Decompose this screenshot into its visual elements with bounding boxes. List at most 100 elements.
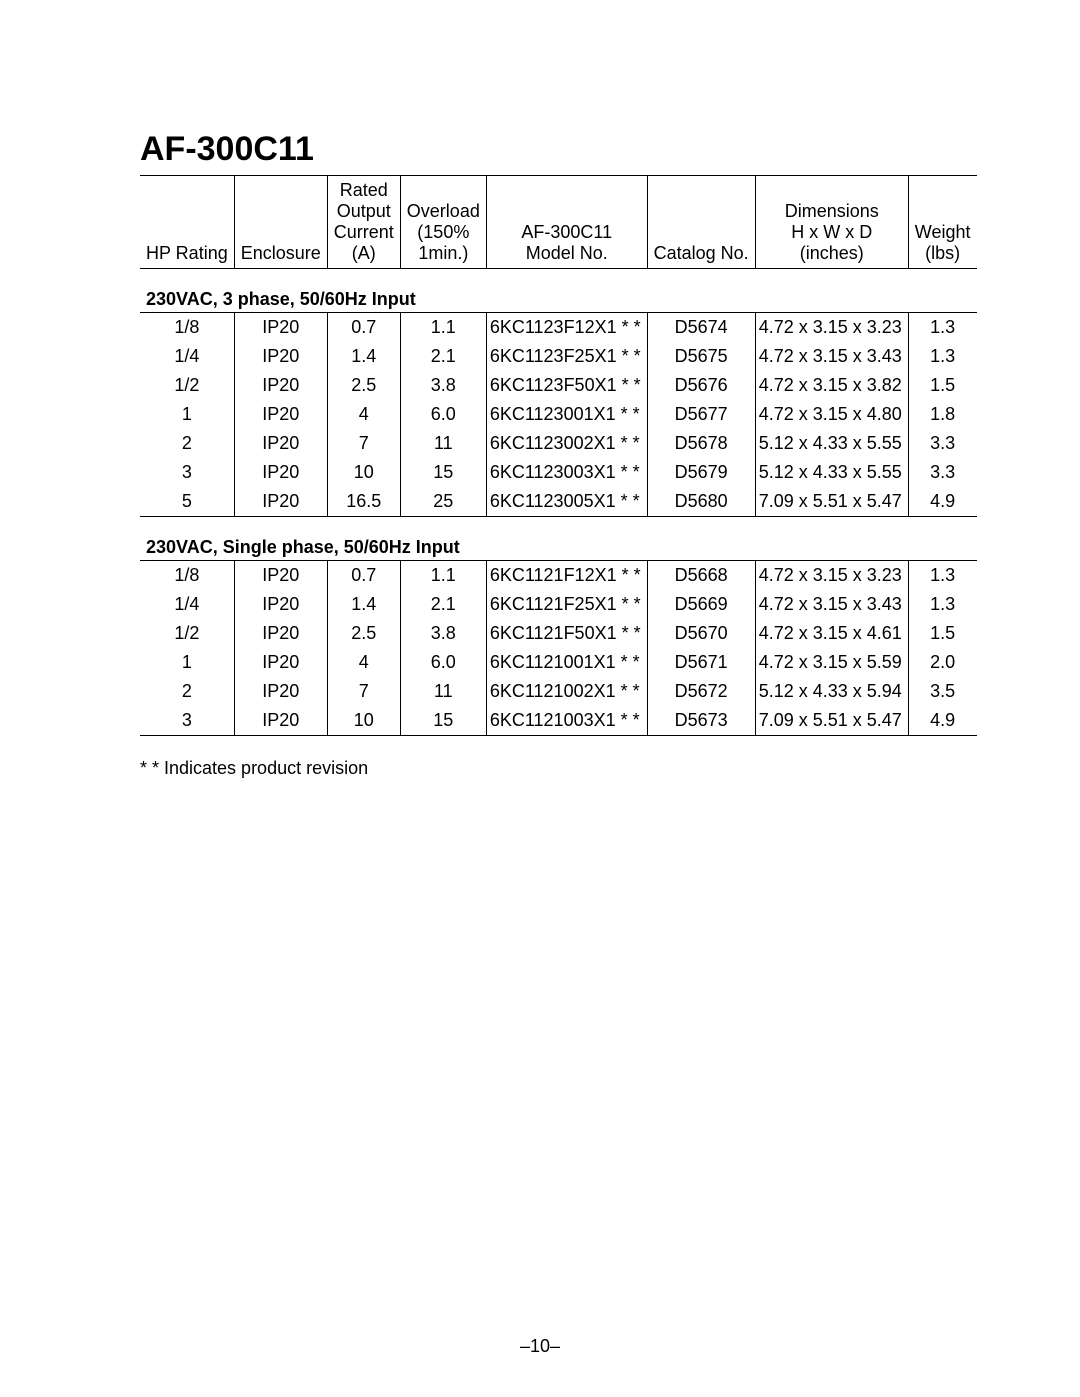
table-row: 2IP207116KC1121002X1 * *D56725.12 x 4.33… bbox=[140, 677, 977, 706]
table-cell: D5670 bbox=[647, 619, 755, 648]
table-cell: 1 bbox=[140, 648, 234, 677]
table-cell: 5 bbox=[140, 487, 234, 517]
table-cell: 2.1 bbox=[400, 342, 486, 371]
table-header-cell: Enclosure bbox=[234, 176, 327, 269]
table-cell: 4.9 bbox=[908, 706, 976, 736]
table-cell: 6.0 bbox=[400, 400, 486, 429]
table-row: 1/8IP200.71.16KC1123F12X1 * *D56744.72 x… bbox=[140, 313, 977, 343]
table-cell: 4.72 x 3.15 x 3.23 bbox=[755, 313, 908, 343]
table-cell: 1.3 bbox=[908, 342, 976, 371]
table-cell: 3.3 bbox=[908, 429, 976, 458]
table-cell: 1/8 bbox=[140, 561, 234, 591]
table-cell: 4.72 x 3.15 x 3.43 bbox=[755, 342, 908, 371]
table-cell: 0.7 bbox=[327, 561, 400, 591]
table-row: 5IP2016.5256KC1123005X1 * *D56807.09 x 5… bbox=[140, 487, 977, 517]
table-cell: 7 bbox=[327, 677, 400, 706]
table-cell: 1.4 bbox=[327, 342, 400, 371]
table-cell: IP20 bbox=[234, 429, 327, 458]
table-header-cell: DimensionsH x W x D(inches) bbox=[755, 176, 908, 269]
table-cell: 2 bbox=[140, 677, 234, 706]
table-cell: IP20 bbox=[234, 371, 327, 400]
table-header-cell: HP Rating bbox=[140, 176, 234, 269]
table-row: 1/2IP202.53.86KC1123F50X1 * *D56764.72 x… bbox=[140, 371, 977, 400]
table-header-cell: AF-300C11Model No. bbox=[486, 176, 647, 269]
table-header-row: HP RatingEnclosureRatedOutputCurrent(A)O… bbox=[140, 176, 977, 269]
table-cell: 1/2 bbox=[140, 371, 234, 400]
page-title: AF-300C11 bbox=[140, 130, 960, 169]
table-cell: D5679 bbox=[647, 458, 755, 487]
table-row: 1/8IP200.71.16KC1121F12X1 * *D56684.72 x… bbox=[140, 561, 977, 591]
table-cell: D5680 bbox=[647, 487, 755, 517]
table-cell: 2.0 bbox=[908, 648, 976, 677]
table-cell: 3 bbox=[140, 458, 234, 487]
table-cell: 4.72 x 3.15 x 4.61 bbox=[755, 619, 908, 648]
table-row: 1/2IP202.53.86KC1121F50X1 * *D56704.72 x… bbox=[140, 619, 977, 648]
table-cell: IP20 bbox=[234, 619, 327, 648]
table-cell: 11 bbox=[400, 429, 486, 458]
table-cell: 4.9 bbox=[908, 487, 976, 517]
table-cell: 1.3 bbox=[908, 590, 976, 619]
table-cell: 4.72 x 3.15 x 3.43 bbox=[755, 590, 908, 619]
table-cell: D5674 bbox=[647, 313, 755, 343]
table-cell: 4.72 x 3.15 x 5.59 bbox=[755, 648, 908, 677]
table-cell: 6KC1121002X1 * * bbox=[486, 677, 647, 706]
table-row: 2IP207116KC1123002X1 * *D56785.12 x 4.33… bbox=[140, 429, 977, 458]
table-cell: D5668 bbox=[647, 561, 755, 591]
table-row: 1/4IP201.42.16KC1123F25X1 * *D56754.72 x… bbox=[140, 342, 977, 371]
table-cell: 4 bbox=[327, 648, 400, 677]
table-cell: 25 bbox=[400, 487, 486, 517]
section-title: 230VAC, 3 phase, 50/60Hz Input bbox=[140, 269, 977, 313]
table-cell: 1/4 bbox=[140, 342, 234, 371]
table-cell: D5675 bbox=[647, 342, 755, 371]
table-cell: 3.8 bbox=[400, 371, 486, 400]
table-cell: D5671 bbox=[647, 648, 755, 677]
table-cell: 6KC1123F50X1 * * bbox=[486, 371, 647, 400]
table-cell: 3 bbox=[140, 706, 234, 736]
table-cell: 4.72 x 3.15 x 3.23 bbox=[755, 561, 908, 591]
table-cell: 1/2 bbox=[140, 619, 234, 648]
table-cell: D5672 bbox=[647, 677, 755, 706]
table-cell: IP20 bbox=[234, 458, 327, 487]
section-title: 230VAC, Single phase, 50/60Hz Input bbox=[140, 517, 977, 561]
table-cell: 6KC1121F12X1 * * bbox=[486, 561, 647, 591]
table-cell: 11 bbox=[400, 677, 486, 706]
table-cell: 6KC1121003X1 * * bbox=[486, 706, 647, 736]
table-cell: 2 bbox=[140, 429, 234, 458]
table-cell: 3.8 bbox=[400, 619, 486, 648]
table-cell: 10 bbox=[327, 458, 400, 487]
table-row: 1/4IP201.42.16KC1121F25X1 * *D56694.72 x… bbox=[140, 590, 977, 619]
table-cell: 6KC1123001X1 * * bbox=[486, 400, 647, 429]
table-cell: 2.5 bbox=[327, 371, 400, 400]
table-cell: 1/8 bbox=[140, 313, 234, 343]
table-cell: IP20 bbox=[234, 313, 327, 343]
table-cell: 1.1 bbox=[400, 561, 486, 591]
table-cell: 6.0 bbox=[400, 648, 486, 677]
table-cell: 6KC1123F25X1 * * bbox=[486, 342, 647, 371]
table-cell: D5673 bbox=[647, 706, 755, 736]
table-cell: 4 bbox=[327, 400, 400, 429]
table-cell: 7 bbox=[327, 429, 400, 458]
table-cell: IP20 bbox=[234, 648, 327, 677]
table-cell: 16.5 bbox=[327, 487, 400, 517]
table-header-cell: Catalog No. bbox=[647, 176, 755, 269]
table-cell: 6KC1123003X1 * * bbox=[486, 458, 647, 487]
table-cell: 7.09 x 5.51 x 5.47 bbox=[755, 706, 908, 736]
table-cell: 5.12 x 4.33 x 5.55 bbox=[755, 429, 908, 458]
table-cell: 1.3 bbox=[908, 561, 976, 591]
table-cell: 2.1 bbox=[400, 590, 486, 619]
table-cell: IP20 bbox=[234, 590, 327, 619]
table-row: 1IP2046.06KC1123001X1 * *D56774.72 x 3.1… bbox=[140, 400, 977, 429]
table-cell: 6KC1121001X1 * * bbox=[486, 648, 647, 677]
table-body: 230VAC, 3 phase, 50/60Hz Input1/8IP200.7… bbox=[140, 269, 977, 736]
table-cell: 6KC1121F50X1 * * bbox=[486, 619, 647, 648]
table-cell: 10 bbox=[327, 706, 400, 736]
table-cell: 6KC1121F25X1 * * bbox=[486, 590, 647, 619]
table-cell: 5.12 x 4.33 x 5.94 bbox=[755, 677, 908, 706]
table-cell: 1.5 bbox=[908, 619, 976, 648]
table-cell: 15 bbox=[400, 706, 486, 736]
footnote: * * Indicates product revision bbox=[140, 758, 960, 779]
table-cell: IP20 bbox=[234, 400, 327, 429]
table-cell: IP20 bbox=[234, 487, 327, 517]
spec-table: HP RatingEnclosureRatedOutputCurrent(A)O… bbox=[140, 175, 977, 736]
table-cell: 1.3 bbox=[908, 313, 976, 343]
